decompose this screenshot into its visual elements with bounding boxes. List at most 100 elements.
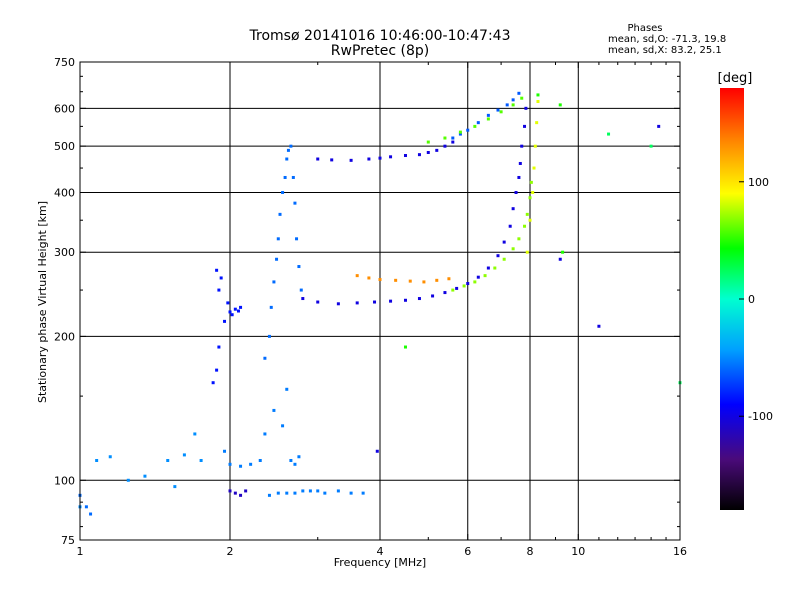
data-point	[558, 257, 562, 261]
data-point	[458, 130, 462, 134]
data-point	[108, 455, 112, 459]
colorbar-tick-label: 100	[748, 176, 769, 189]
data-point	[528, 218, 532, 222]
data-point	[443, 291, 447, 295]
data-point	[215, 368, 219, 372]
data-point	[367, 276, 371, 280]
data-point	[435, 278, 439, 282]
data-point	[462, 284, 466, 288]
data-point	[447, 277, 451, 281]
data-point	[523, 124, 527, 128]
data-point	[286, 148, 290, 152]
data-point	[483, 274, 487, 278]
data-point	[486, 113, 490, 117]
data-point	[217, 345, 221, 349]
y-tick-label: 75	[61, 534, 75, 547]
data-point	[230, 313, 234, 317]
data-point	[536, 100, 540, 104]
data-point	[263, 432, 267, 436]
data-point	[263, 356, 267, 360]
x-tick-label: 1	[77, 545, 84, 558]
y-tick-label: 750	[54, 56, 75, 69]
data-point	[511, 207, 515, 211]
data-point	[536, 93, 540, 97]
data-point	[649, 144, 653, 148]
stats-line-o: mean, sd,O: -71.3, 19.8	[608, 34, 726, 45]
data-point	[236, 309, 240, 313]
x-tick-label: 8	[527, 545, 534, 558]
data-point	[502, 240, 506, 244]
data-point	[514, 190, 518, 194]
data-point	[228, 489, 232, 493]
data-point	[295, 237, 299, 241]
x-tick-label: 10	[571, 545, 585, 558]
data-point	[193, 432, 197, 436]
data-point	[403, 154, 407, 158]
data-point	[517, 91, 521, 95]
data-point	[525, 212, 529, 216]
data-point	[435, 148, 439, 152]
colorbar-tick-label: 0	[748, 293, 755, 306]
data-point	[239, 464, 243, 468]
data-point	[373, 300, 377, 304]
data-point	[607, 132, 611, 136]
data-point	[517, 175, 521, 179]
data-point	[143, 474, 147, 478]
colorbar: [deg] 100 0 -100	[718, 71, 773, 510]
data-point	[281, 424, 285, 428]
y-axis-ticks: 75 100 200 300 400 500 600 750	[54, 56, 680, 547]
data-point	[361, 491, 365, 495]
data-point	[272, 408, 276, 412]
data-point	[476, 121, 480, 125]
data-point	[89, 512, 93, 516]
data-point	[244, 489, 248, 493]
x-axis-label: Frequency [MHz]	[334, 556, 426, 569]
data-point	[496, 108, 500, 112]
data-point	[473, 124, 477, 128]
data-point	[403, 298, 407, 302]
stats-line-x: mean, sd,X: 83.2, 25.1	[608, 45, 722, 56]
data-point	[389, 299, 393, 303]
data-point	[289, 144, 293, 148]
data-point	[493, 266, 497, 270]
data-point	[451, 288, 455, 292]
data-point	[502, 257, 506, 261]
data-point	[349, 491, 353, 495]
data-point	[267, 493, 271, 497]
data-point	[233, 491, 237, 495]
data-point	[239, 493, 243, 497]
data-point	[496, 254, 500, 258]
data-point	[182, 453, 186, 457]
data-point	[355, 274, 359, 278]
data-point	[466, 128, 470, 132]
data-point	[308, 489, 312, 493]
data-point	[275, 257, 279, 261]
data-point	[211, 381, 215, 385]
data-point	[523, 224, 527, 228]
data-point	[451, 136, 455, 140]
data-point	[597, 324, 601, 328]
data-point	[278, 212, 282, 216]
data-point	[267, 334, 271, 338]
data-point	[199, 458, 203, 462]
data-point	[233, 307, 237, 311]
data-point	[173, 485, 177, 489]
data-point	[223, 449, 227, 453]
data-point	[431, 294, 435, 298]
data-point	[422, 280, 426, 284]
data-point	[511, 247, 515, 251]
y-tick-label: 300	[54, 246, 75, 259]
data-point	[473, 280, 477, 284]
data-point	[508, 224, 512, 228]
data-point	[486, 266, 490, 270]
data-point	[281, 190, 285, 194]
data-point	[511, 103, 515, 107]
data-point	[285, 157, 289, 161]
data-point	[426, 150, 430, 154]
data-point	[215, 268, 219, 272]
data-point	[301, 489, 305, 493]
data-point	[316, 489, 320, 493]
data-point	[293, 201, 297, 205]
data-point	[239, 305, 243, 309]
data-point	[297, 265, 301, 269]
